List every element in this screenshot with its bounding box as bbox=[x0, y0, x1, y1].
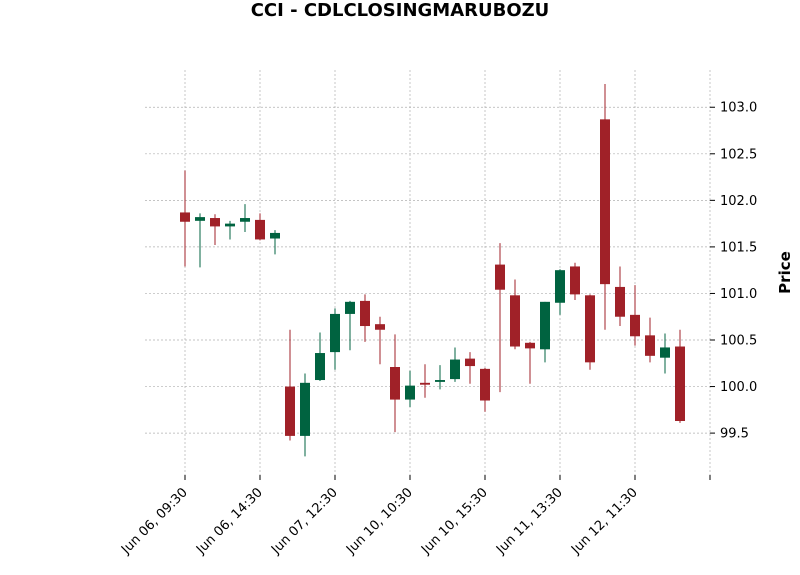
y-tick-label: 103.0 bbox=[720, 101, 757, 116]
candles bbox=[180, 83, 685, 457]
x-tick-label: Jun 06, 14:30 bbox=[193, 485, 266, 558]
candle-body bbox=[555, 270, 565, 303]
candle-body bbox=[495, 264, 505, 290]
candle-body bbox=[345, 301, 355, 314]
y-tick-label: 99.5 bbox=[720, 427, 749, 442]
y-tick-label: 100.0 bbox=[720, 380, 757, 395]
candle-body bbox=[600, 119, 610, 285]
y-tick-label: 101.5 bbox=[720, 240, 757, 255]
candle-body bbox=[615, 286, 625, 317]
candle-body bbox=[240, 218, 250, 222]
x-tick-label: Jun 11, 13:30 bbox=[493, 485, 566, 558]
candle-body bbox=[435, 380, 445, 382]
y-tick-label: 101.0 bbox=[720, 287, 757, 302]
candle-body bbox=[510, 295, 520, 347]
y-tick-label: 102.5 bbox=[720, 147, 757, 162]
candle-body bbox=[360, 300, 370, 327]
chart-title: CCI - CDLCLOSINGMARUBOZU bbox=[250, 0, 550, 21]
grid bbox=[145, 70, 711, 475]
candle-body bbox=[180, 212, 190, 222]
candle-body bbox=[465, 358, 475, 367]
x-axis: Jun 06, 09:30 Jun 06, 14:30 Jun 07, 12:30 J… bbox=[118, 475, 711, 558]
candle-body bbox=[420, 382, 430, 385]
candle-body bbox=[570, 266, 580, 295]
x-tick-label: Jun 06, 09:30 bbox=[118, 485, 191, 558]
y-tick-label: 102.0 bbox=[720, 194, 757, 209]
candle-body bbox=[255, 219, 265, 240]
candle-body bbox=[630, 314, 640, 337]
y-axis-label: Price bbox=[776, 251, 794, 294]
candle-body bbox=[675, 346, 685, 421]
candle-body bbox=[540, 301, 550, 350]
candle-body bbox=[270, 232, 280, 239]
candle-body bbox=[660, 347, 670, 358]
x-tick-label: Jun 10, 15:30 bbox=[418, 485, 491, 558]
y-axis: 99.5 100.0 100.5 101.0 101.5 102.0 102.5 103.0 bbox=[710, 101, 757, 442]
x-tick-label: Jun 10, 10:30 bbox=[343, 485, 416, 558]
candle-body bbox=[315, 353, 325, 381]
candle-body bbox=[405, 385, 415, 400]
candle-body bbox=[330, 313, 340, 353]
x-tick-label: Jun 12, 11:30 bbox=[568, 485, 641, 558]
candle-body bbox=[525, 342, 535, 349]
candle-body bbox=[300, 382, 310, 436]
candle-body bbox=[585, 295, 595, 363]
candle-body bbox=[645, 335, 655, 356]
candle-body bbox=[390, 367, 400, 400]
candle-body bbox=[210, 218, 220, 227]
candle-body bbox=[480, 368, 490, 401]
candle-body bbox=[195, 217, 205, 221]
candle-body bbox=[225, 223, 235, 227]
x-tick-label: Jun 07, 12:30 bbox=[268, 485, 341, 558]
y-tick-label: 100.5 bbox=[720, 334, 757, 349]
candle-body bbox=[285, 386, 295, 436]
candle-body bbox=[450, 359, 460, 380]
candle-body bbox=[375, 324, 385, 330]
